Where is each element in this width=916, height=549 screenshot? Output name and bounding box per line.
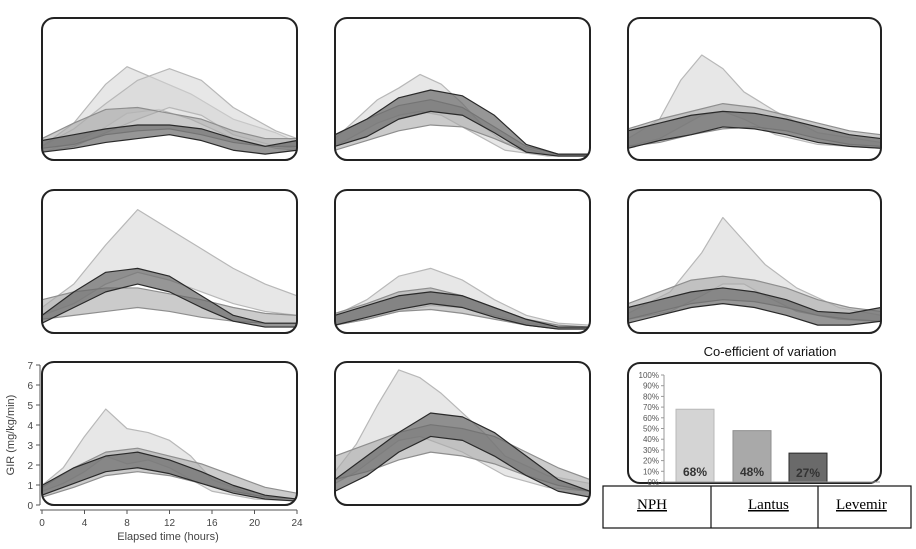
panel-frame	[334, 361, 591, 506]
bar-data-label: 27%	[796, 466, 820, 480]
x-tick-label: 8	[124, 518, 130, 529]
panel-frame	[334, 17, 591, 161]
y-ticks: 0 1 2 3 4 5 6 7	[27, 361, 40, 512]
panel-row3-col1	[41, 361, 298, 506]
category-lantus: Lantus	[748, 497, 789, 513]
y-tick-label: 5	[27, 401, 33, 412]
bar-y-tick-label: 100%	[639, 371, 659, 380]
bar-levemir	[788, 452, 828, 483]
cv-bar-chart: Co-efficient of variation 0% 10%20% 30% 40%…	[627, 344, 882, 487]
panel-row1-col1	[41, 17, 298, 161]
bar-y-ticks: 0% 10%20% 30% 40%50% 60% 70% 80%90% 100%	[639, 371, 664, 487]
bar-data-label: 48%	[740, 465, 764, 479]
bar-chart-title: Co-efficient of variation	[704, 344, 837, 359]
y-tick-label: 2	[27, 461, 33, 472]
band-levemir-0	[42, 267, 297, 328]
bar-y-tick-label: 70%	[643, 403, 659, 412]
y-tick-label: 0	[27, 501, 33, 512]
panel-frame	[41, 361, 298, 506]
bar-y-tick-label: 40%	[643, 435, 659, 444]
panel-row1-col3	[627, 17, 882, 161]
area-panels	[41, 17, 882, 506]
bar-y-tick-label: 0%	[647, 478, 659, 487]
x-tick-label: 20	[249, 518, 261, 529]
bar-y-tick-label: 80%	[643, 392, 659, 401]
band-levemir-0	[335, 291, 590, 330]
bar-y-tick-label: 20%	[643, 457, 659, 466]
band-levemir-0	[628, 287, 881, 326]
band-levemir-0	[42, 124, 297, 155]
category-levemir: Levemir	[836, 497, 887, 513]
bar-y-tick-label: 30%	[643, 446, 659, 455]
panel-row2-col1	[41, 189, 298, 334]
band-levemir-0	[628, 110, 881, 149]
x-tick-label: 4	[82, 518, 88, 529]
y-tick-label: 4	[27, 421, 33, 432]
bar-y-tick-label: 10%	[643, 467, 659, 476]
panel-frame	[41, 17, 298, 161]
y-tick-label: 3	[27, 441, 33, 452]
table-frame	[602, 485, 912, 529]
bar-lantus	[732, 430, 772, 483]
y-axis-label: GIR (mg/kg/min)	[5, 395, 17, 476]
y-tick-label: 1	[27, 481, 33, 492]
panel-frame	[41, 189, 298, 334]
bars: 68% 48% 27%	[675, 408, 828, 483]
category-nph: NPH	[637, 497, 667, 513]
bar-y-tick-label: 60%	[643, 414, 659, 423]
band-levemir-0	[335, 89, 590, 157]
panel-row2-col2	[334, 189, 591, 334]
x-tick-label: 24	[291, 518, 303, 529]
bar-y-tick-label: 50%	[643, 425, 659, 434]
panel-row3-col2	[334, 361, 591, 506]
x-tick-label: 16	[206, 518, 218, 529]
band-lantus-0	[42, 287, 297, 324]
bar-y-tick-label: 90%	[643, 382, 659, 391]
y-tick-label: 7	[27, 361, 33, 372]
panel-frame	[627, 189, 882, 334]
x-ticks: 0 4 8 12 16 20 24	[39, 510, 303, 529]
band-levemir-0	[335, 412, 590, 498]
band-levemir-0	[42, 451, 297, 502]
bar-data-label: 68%	[683, 465, 707, 479]
panel-row1-col2	[334, 17, 591, 161]
y-tick-label: 6	[27, 381, 33, 392]
x-tick-label: 12	[164, 518, 176, 529]
x-tick-label: 0	[39, 518, 45, 529]
category-table: NPH Lantus Levemir	[602, 485, 912, 529]
panel-row2-col3	[627, 189, 882, 334]
panel-frame	[334, 189, 591, 334]
panel-frame	[627, 17, 882, 161]
x-axis-label: Elapsed time (hours)	[117, 531, 219, 543]
